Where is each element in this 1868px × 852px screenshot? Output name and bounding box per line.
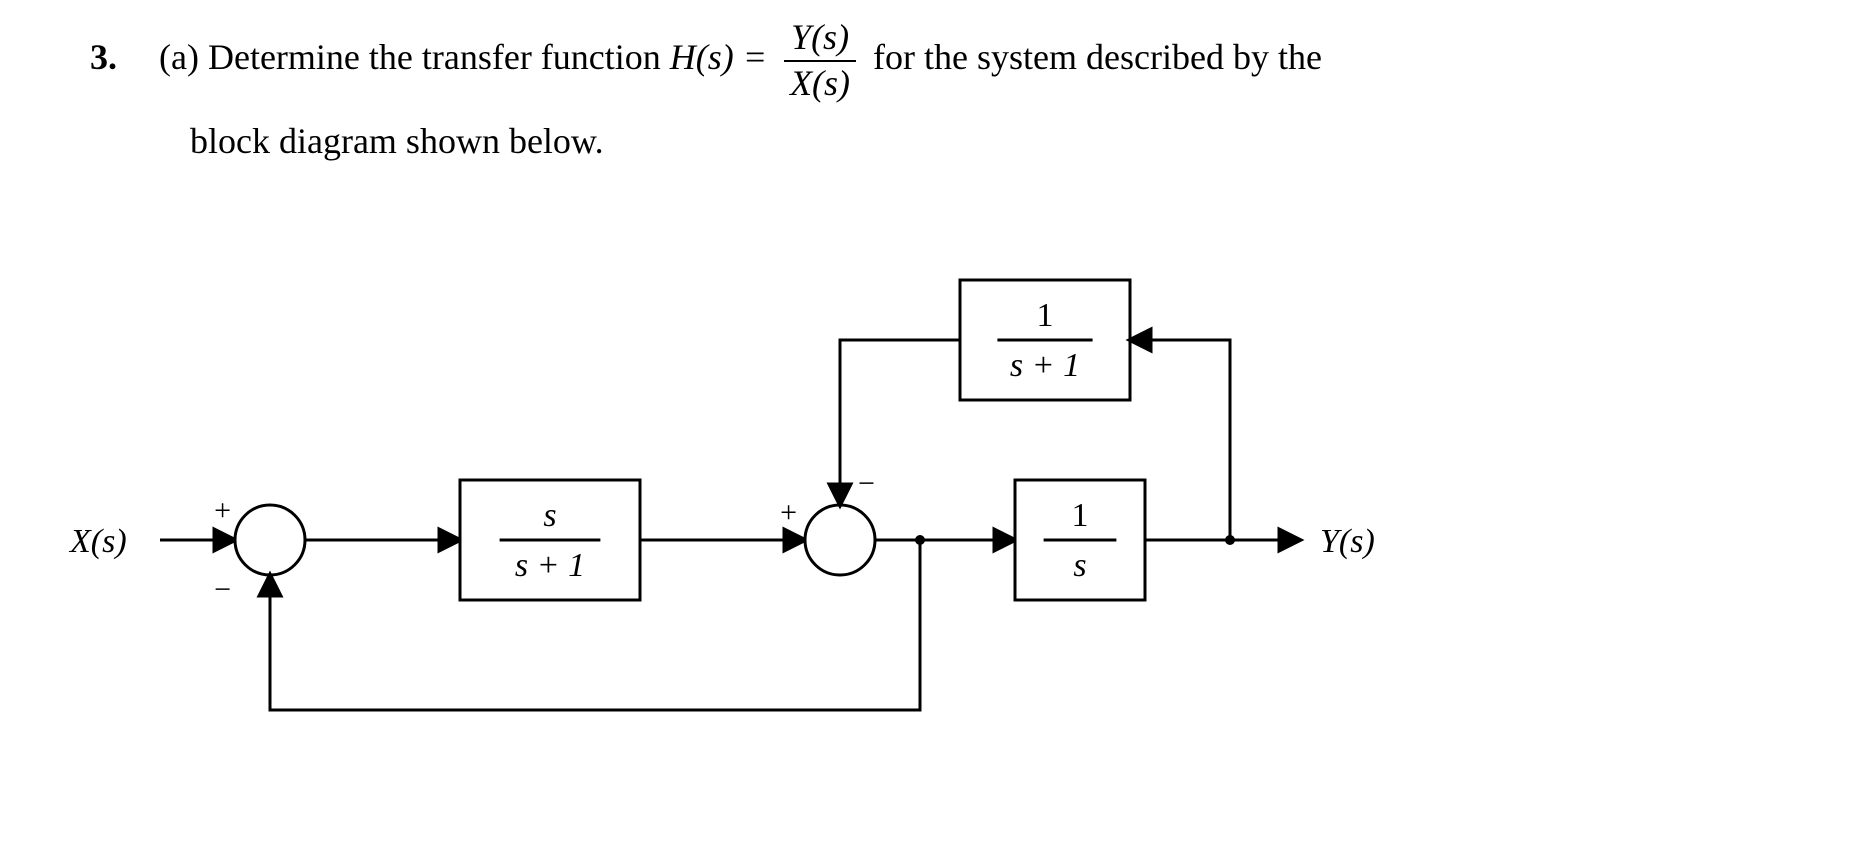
svg-text:s + 1: s + 1 bbox=[1010, 347, 1080, 384]
question-number: 3. bbox=[90, 29, 150, 87]
page: 3. (a) Determine the transfer function H… bbox=[0, 0, 1868, 852]
svg-text:s: s bbox=[1073, 547, 1086, 584]
frac-bar bbox=[784, 60, 856, 62]
svg-text:+: + bbox=[780, 496, 797, 529]
question-part: (a) bbox=[159, 37, 199, 77]
question-line-2: block diagram shown below. bbox=[190, 120, 604, 162]
transfer-frac: Y(s) X(s) bbox=[784, 18, 856, 103]
svg-text:Y(s): Y(s) bbox=[1320, 523, 1375, 560]
svg-text:s: s bbox=[543, 497, 556, 534]
svg-text:−: − bbox=[858, 467, 875, 500]
question-line-1: 3. (a) Determine the transfer function H… bbox=[90, 18, 1810, 103]
svg-text:+: + bbox=[214, 494, 231, 527]
question-text-before: Determine the transfer function bbox=[208, 37, 670, 77]
svg-text:1: 1 bbox=[1037, 297, 1054, 334]
block-diagram: X(s) + − s s + 1 + − 1 s Y(s) 1 s + 1 bbox=[40, 240, 1820, 820]
question-text-after: for the system described by the bbox=[873, 37, 1322, 77]
svg-text:X(s): X(s) bbox=[68, 523, 127, 560]
frac-den: X(s) bbox=[784, 64, 856, 104]
svg-text:−: − bbox=[214, 573, 231, 606]
H-equals: H(s) = bbox=[670, 37, 767, 77]
svg-text:1: 1 bbox=[1072, 497, 1089, 534]
frac-num: Y(s) bbox=[784, 18, 856, 58]
svg-text:s + 1: s + 1 bbox=[515, 547, 585, 584]
